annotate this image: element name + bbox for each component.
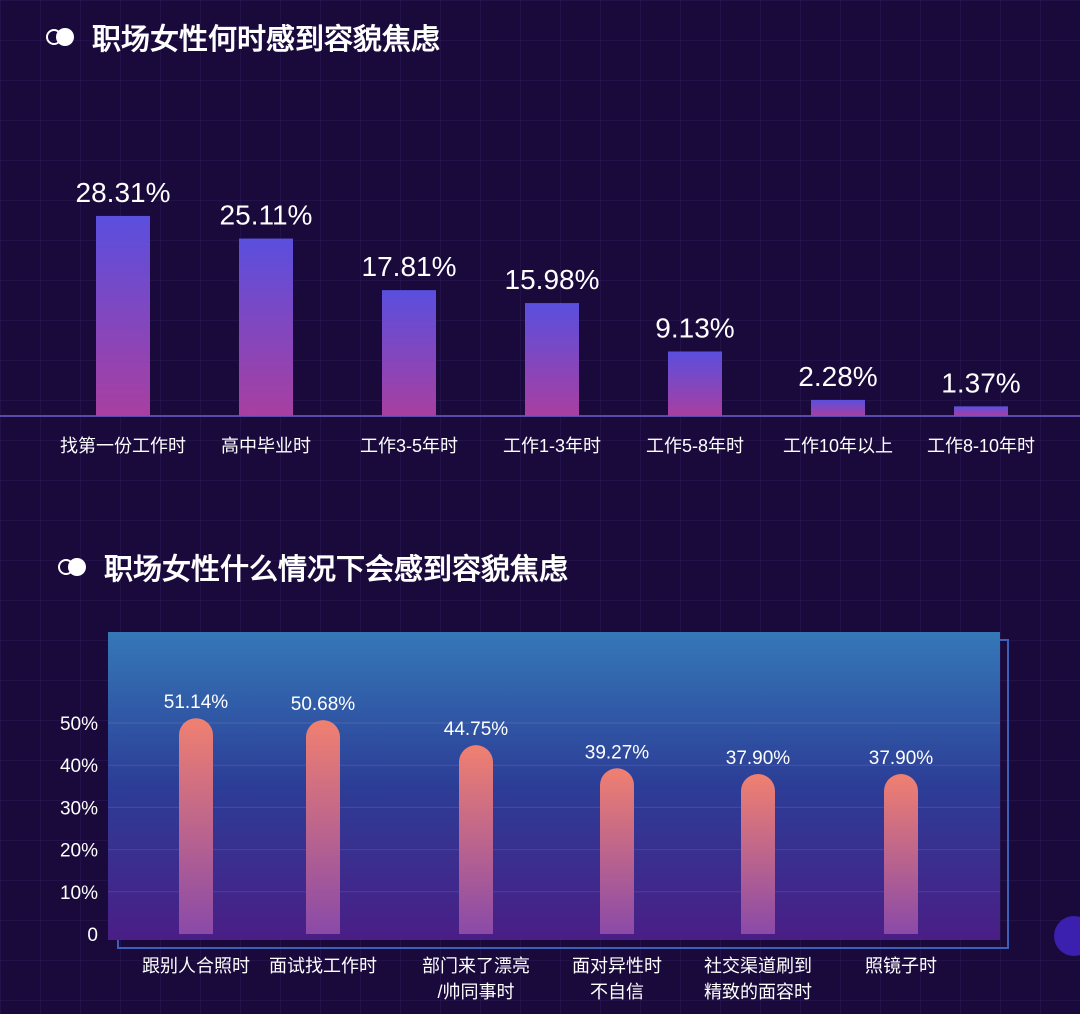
chart-situations: 0 10% 20% 30% 40% 50% 51.14% 跟别人合照时 50.68% 面试找工作时… — [60, 632, 1009, 1002]
x-tick-label: 部门来了漂亮 — [422, 956, 530, 976]
y-tick-label: 30% — [60, 798, 98, 819]
x-tick-label: 工作10年以上 — [783, 436, 893, 456]
bar-value-label: 15.98% — [505, 264, 600, 295]
bar-value-label: 17.81% — [362, 251, 457, 282]
bar — [954, 406, 1008, 416]
bar-value-label: 39.27% — [585, 742, 650, 763]
bar — [741, 774, 775, 934]
y-tick-label: 0 — [87, 925, 98, 946]
chart-panel — [108, 632, 1000, 940]
x-tick-label: 工作3-5年时 — [360, 436, 458, 456]
x-tick-label: 跟别人合照时 — [142, 956, 250, 976]
y-tick-label: 40% — [60, 756, 98, 777]
bar-value-label: 25.11% — [220, 200, 313, 231]
y-tick-label: 20% — [60, 841, 98, 862]
x-tick-label: 面试找工作时 — [269, 956, 377, 976]
y-tick-label: 50% — [60, 714, 98, 735]
bar-value-label: 44.75% — [444, 719, 509, 740]
bar — [668, 351, 722, 416]
x-tick-label: /帅同事时 — [437, 982, 514, 1002]
toggle-icon — [46, 28, 76, 46]
bar-value-label: 51.14% — [164, 692, 229, 713]
bar — [600, 768, 634, 934]
section2-header: 职场女性什么情况下会感到容貌焦虑 — [58, 546, 568, 588]
bar — [525, 303, 579, 416]
x-tick-label: 工作8-10年时 — [927, 436, 1035, 456]
x-tick-label: 高中毕业时 — [221, 436, 311, 456]
bar-value-label: 1.37% — [941, 367, 1020, 398]
bar — [239, 238, 293, 416]
bar — [884, 774, 918, 934]
bar — [306, 720, 340, 934]
x-tick-label: 社交渠道刷到 — [704, 956, 812, 976]
section1-header: 职场女性何时感到容貌焦虑 — [46, 16, 440, 58]
bar-value-label: 28.31% — [76, 177, 171, 208]
x-tick-label: 工作1-3年时 — [503, 436, 601, 456]
section1-title: 职场女性何时感到容貌焦虑 — [92, 22, 441, 56]
bar-value-label: 50.68% — [291, 694, 356, 715]
y-tick-label: 10% — [60, 883, 98, 904]
chart-when-anxious: 28.31% 找第一份工作时 25.11% 高中毕业时 17.81% 工作3-5年时 15.… — [0, 177, 1080, 456]
toggle-icon — [58, 558, 88, 576]
section2-title: 职场女性什么情况下会感到容貌焦虑 — [104, 552, 569, 586]
bar-value-label: 9.13% — [655, 312, 734, 343]
bar — [811, 399, 865, 416]
x-tick-label: 找第一份工作时 — [60, 436, 186, 456]
bar — [179, 718, 213, 934]
decorative-blob — [1054, 916, 1080, 956]
bar-value-label: 2.28% — [798, 361, 877, 392]
bar — [459, 745, 493, 934]
x-tick-label: 照镜子时 — [865, 956, 937, 976]
x-tick-label: 不自信 — [590, 982, 644, 1002]
x-tick-label: 面对异性时 — [572, 956, 662, 976]
bar-value-label: 37.90% — [869, 748, 934, 769]
bar — [382, 290, 436, 416]
x-tick-label: 精致的面容时 — [704, 982, 812, 1002]
x-tick-label: 工作5-8年时 — [646, 436, 744, 456]
bar — [96, 215, 150, 416]
bar-value-label: 37.90% — [726, 748, 791, 769]
